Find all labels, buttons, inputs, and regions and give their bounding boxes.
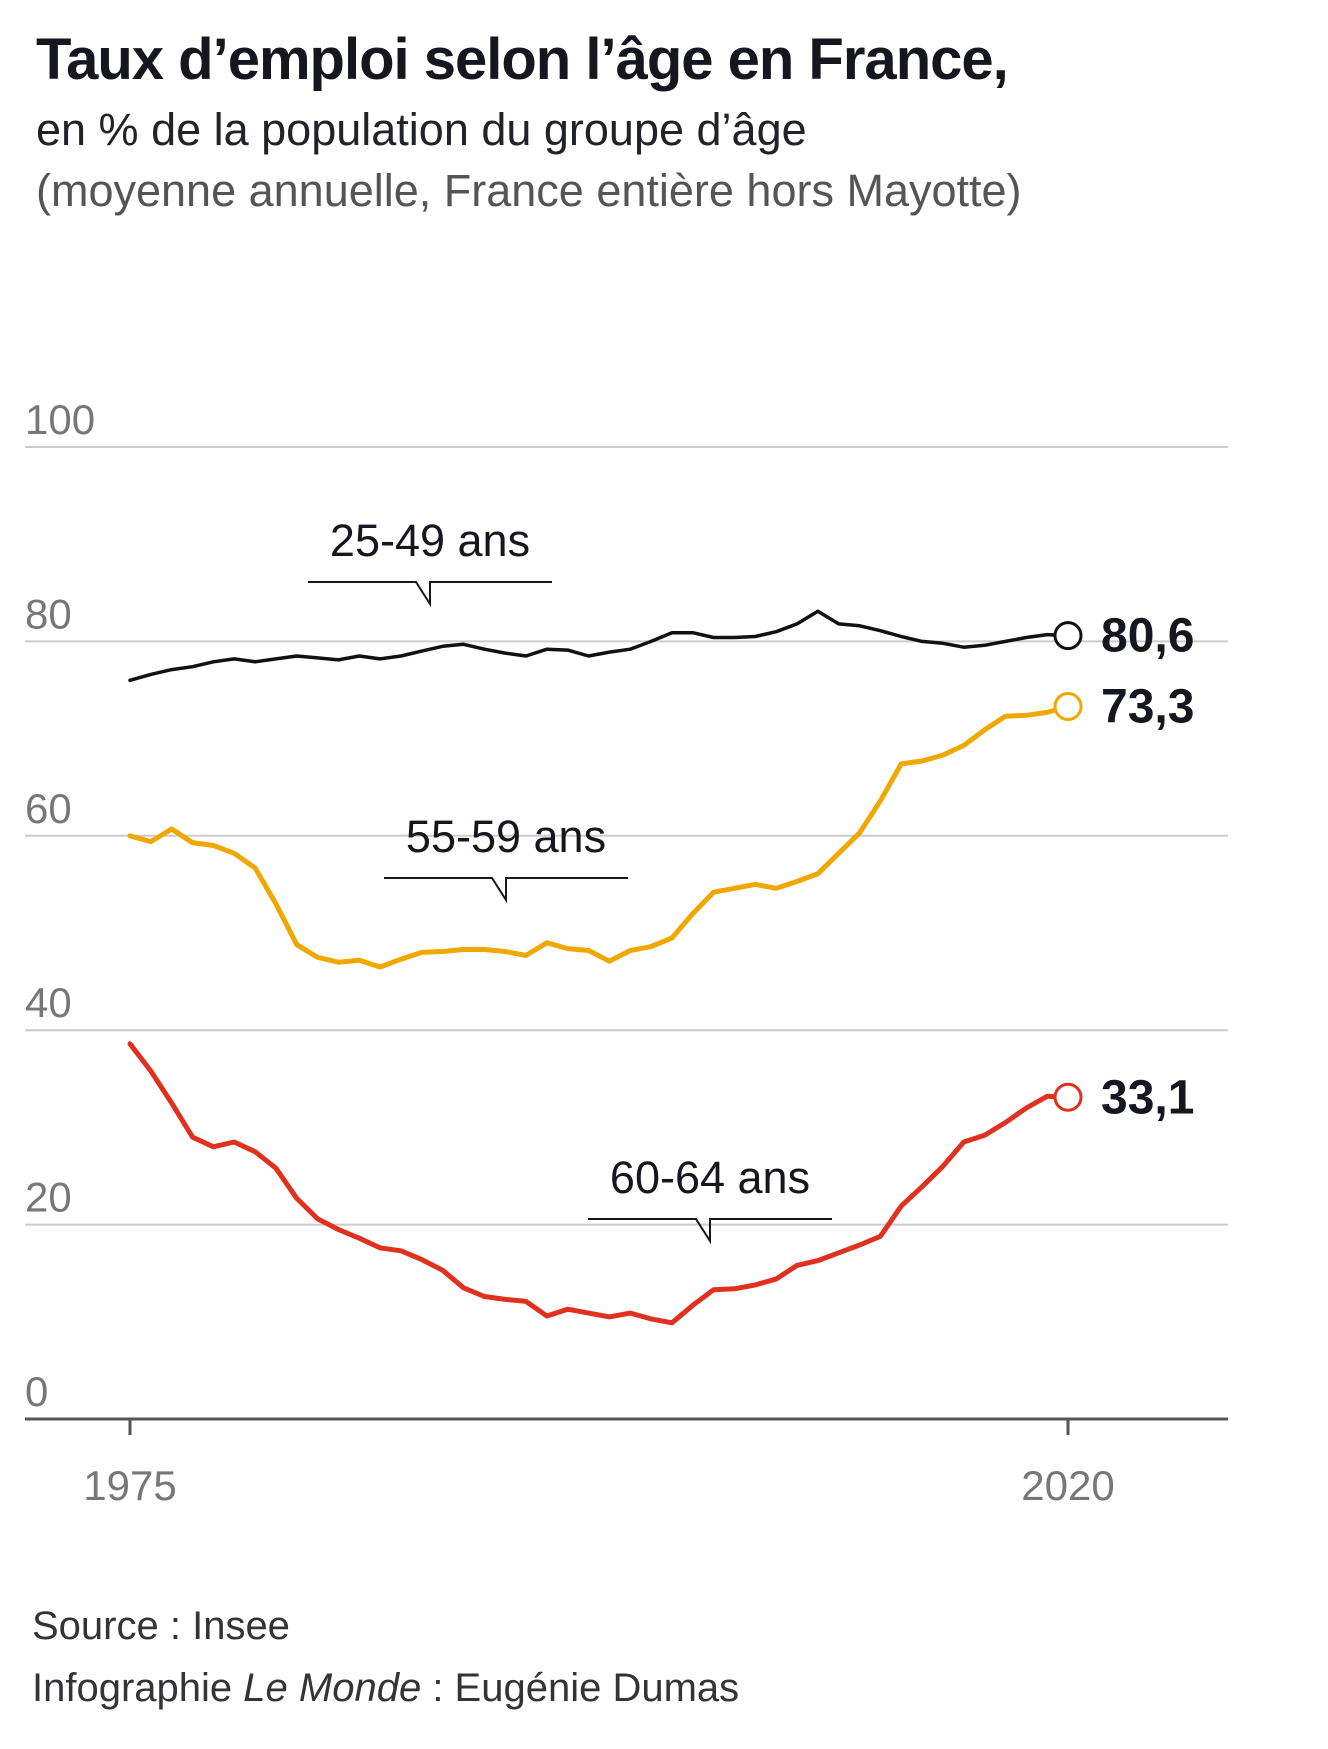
end-value-label-s25_49: 80,6 [1101, 610, 1194, 663]
end-marker-s55_59 [1053, 692, 1083, 722]
y-tick-label: 60 [25, 785, 72, 832]
end-marker-s25_49 [1053, 621, 1083, 651]
series-line-s25_49 [128, 609, 1070, 683]
credit-prefix: Infographie [32, 1666, 244, 1710]
callout-bracket-s25_49 [308, 581, 552, 608]
chart-note: (moyenne annuelle, France entière hors M… [36, 165, 1022, 216]
y-tick-label: 0 [25, 1368, 48, 1415]
credit-line: Infographie Le Monde : Eugénie Dumas [32, 1666, 739, 1711]
callout-bracket-s55_59 [384, 877, 628, 904]
series-line-s60_64 [127, 1041, 1071, 1326]
y-tick-label: 20 [25, 1174, 72, 1221]
y-tick-label: 100 [25, 396, 95, 443]
end-value-label-s60_64: 33,1 [1101, 1071, 1194, 1124]
y-tick-label: 80 [25, 590, 72, 637]
series-name-label-s55_59: 55-59 ans [406, 811, 606, 862]
callout-bracket-s60_64 [588, 1218, 832, 1245]
series-name-label-s25_49: 25-49 ans [330, 515, 530, 566]
y-tick-label: 40 [25, 979, 72, 1026]
series-line-s55_59 [127, 704, 1071, 970]
chart-subtitle: en % de la population du groupe d’âge [36, 104, 807, 155]
credit-suffix: : Eugénie Dumas [421, 1666, 740, 1710]
x-tick-label: 1975 [83, 1462, 176, 1509]
source-line: Source : Insee [32, 1604, 290, 1648]
x-tick-label: 2020 [1021, 1462, 1114, 1509]
series-name-label-s60_64: 60-64 ans [610, 1152, 810, 1203]
end-marker-s60_64 [1053, 1082, 1083, 1112]
chart-title: Taux d’emploi selon l’âge en France, [36, 27, 1009, 92]
credit-publication: Le Monde [243, 1666, 422, 1710]
end-value-label-s55_59: 73,3 [1101, 681, 1194, 734]
